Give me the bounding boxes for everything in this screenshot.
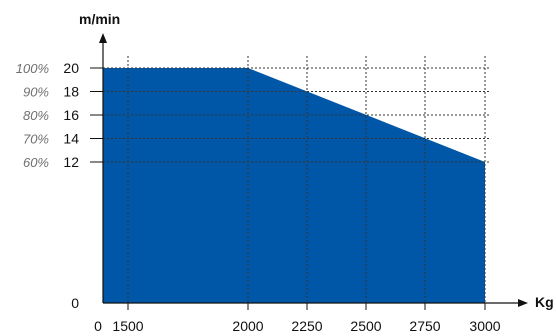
x-tick-label-2000: 2000 <box>232 318 263 334</box>
y-tick-label-20: 20 <box>63 60 79 76</box>
x-tick-label-0: 0 <box>94 318 102 334</box>
x-tick-label-2500: 2500 <box>350 318 381 334</box>
percent-label-60: 60% <box>23 155 49 170</box>
y-axis-title: m/min <box>79 11 120 27</box>
x-tick-label-3000: 3000 <box>469 318 500 334</box>
x-axis-title: Kg <box>535 294 554 310</box>
y-tick-label-16: 16 <box>63 107 79 123</box>
x-tick-label-2250: 2250 <box>291 318 322 334</box>
y-tick-label-18: 18 <box>63 84 79 100</box>
percent-label-100: 100% <box>16 61 49 76</box>
x-axis-arrowhead <box>518 299 528 307</box>
y-tick-label-12: 12 <box>63 154 79 170</box>
y-tick-label-0: 0 <box>71 295 79 311</box>
y-tick-label-14: 14 <box>63 131 79 147</box>
load-speed-area <box>103 68 485 303</box>
grid-layer <box>103 56 490 303</box>
x-tick-label-2750: 2750 <box>409 318 440 334</box>
y-axis-arrowhead <box>99 33 107 43</box>
percent-label-70: 70% <box>23 132 49 147</box>
percent-label-80: 80% <box>23 108 49 123</box>
labels-layer: m/min Kg 0 12 14 16 18 20 100% 90% 80% 70% 60% 0 150… <box>16 11 554 334</box>
percent-label-90: 90% <box>23 85 49 100</box>
area-layer <box>103 68 485 303</box>
x-tick-label-1500: 1500 <box>112 318 143 334</box>
axes-layer <box>90 33 528 310</box>
